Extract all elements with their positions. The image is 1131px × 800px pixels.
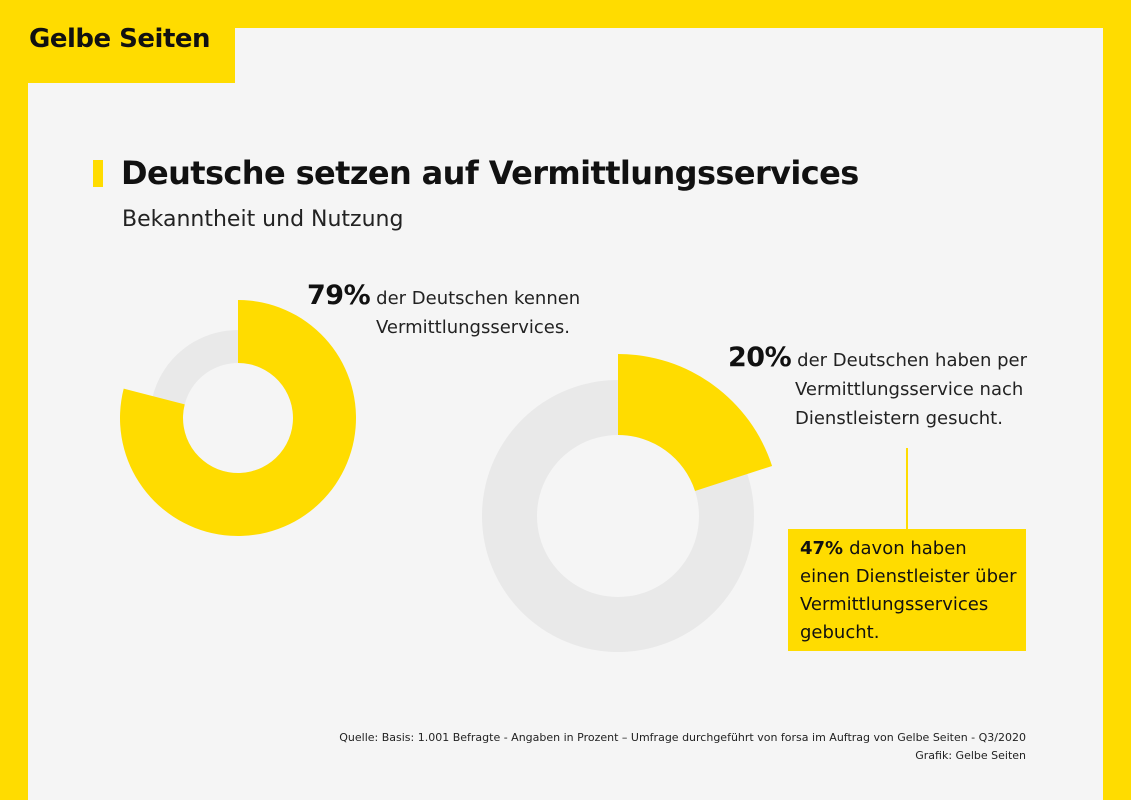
usage-donut-value-segment [618,354,773,491]
awareness-callout: 79% der Deutschen kennen Vermittlungsserv… [307,281,580,342]
title-marker [93,160,103,187]
booking-text-line3: Vermittlungsservices [800,594,989,615]
page-subtitle: Bekanntheit und Nutzung [122,207,404,232]
booking-percent: 47% [800,538,844,559]
awareness-percent: 79% [307,280,371,311]
booking-highlight-box: 47% davon haben einen Dienstleister über … [788,529,1026,651]
usage-percent: 20% [728,342,792,373]
brand-logo: Gelbe Seiten [0,0,235,83]
page-title: Deutsche setzen auf Vermittlungsservices [121,154,859,192]
awareness-text-line1: der Deutschen kennen [376,288,581,309]
awareness-text-line2: Vermittlungsservices. [376,317,570,338]
logo-text: Gelbe Seiten [29,24,211,54]
callout-connector-line [906,448,908,530]
booking-text-line2: einen Dienstleister über [800,566,1017,587]
graphic-credit: Grafik: Gelbe Seiten [915,749,1026,762]
awareness-donut-value-segment [120,300,357,536]
usage-text-line3: Dienstleistern gesucht. [795,408,1003,429]
booking-text-line1: davon haben [849,538,967,559]
usage-text-line2: Vermittlungsservice nach [795,379,1024,400]
source-note: Quelle: Basis: 1.001 Befragte - Angaben … [339,731,1026,744]
booking-text-line4: gebucht. [800,622,880,643]
usage-text-line1: der Deutschen haben per [797,350,1028,371]
usage-callout: 20% der Deutschen haben per Vermittlungss… [728,343,1027,433]
